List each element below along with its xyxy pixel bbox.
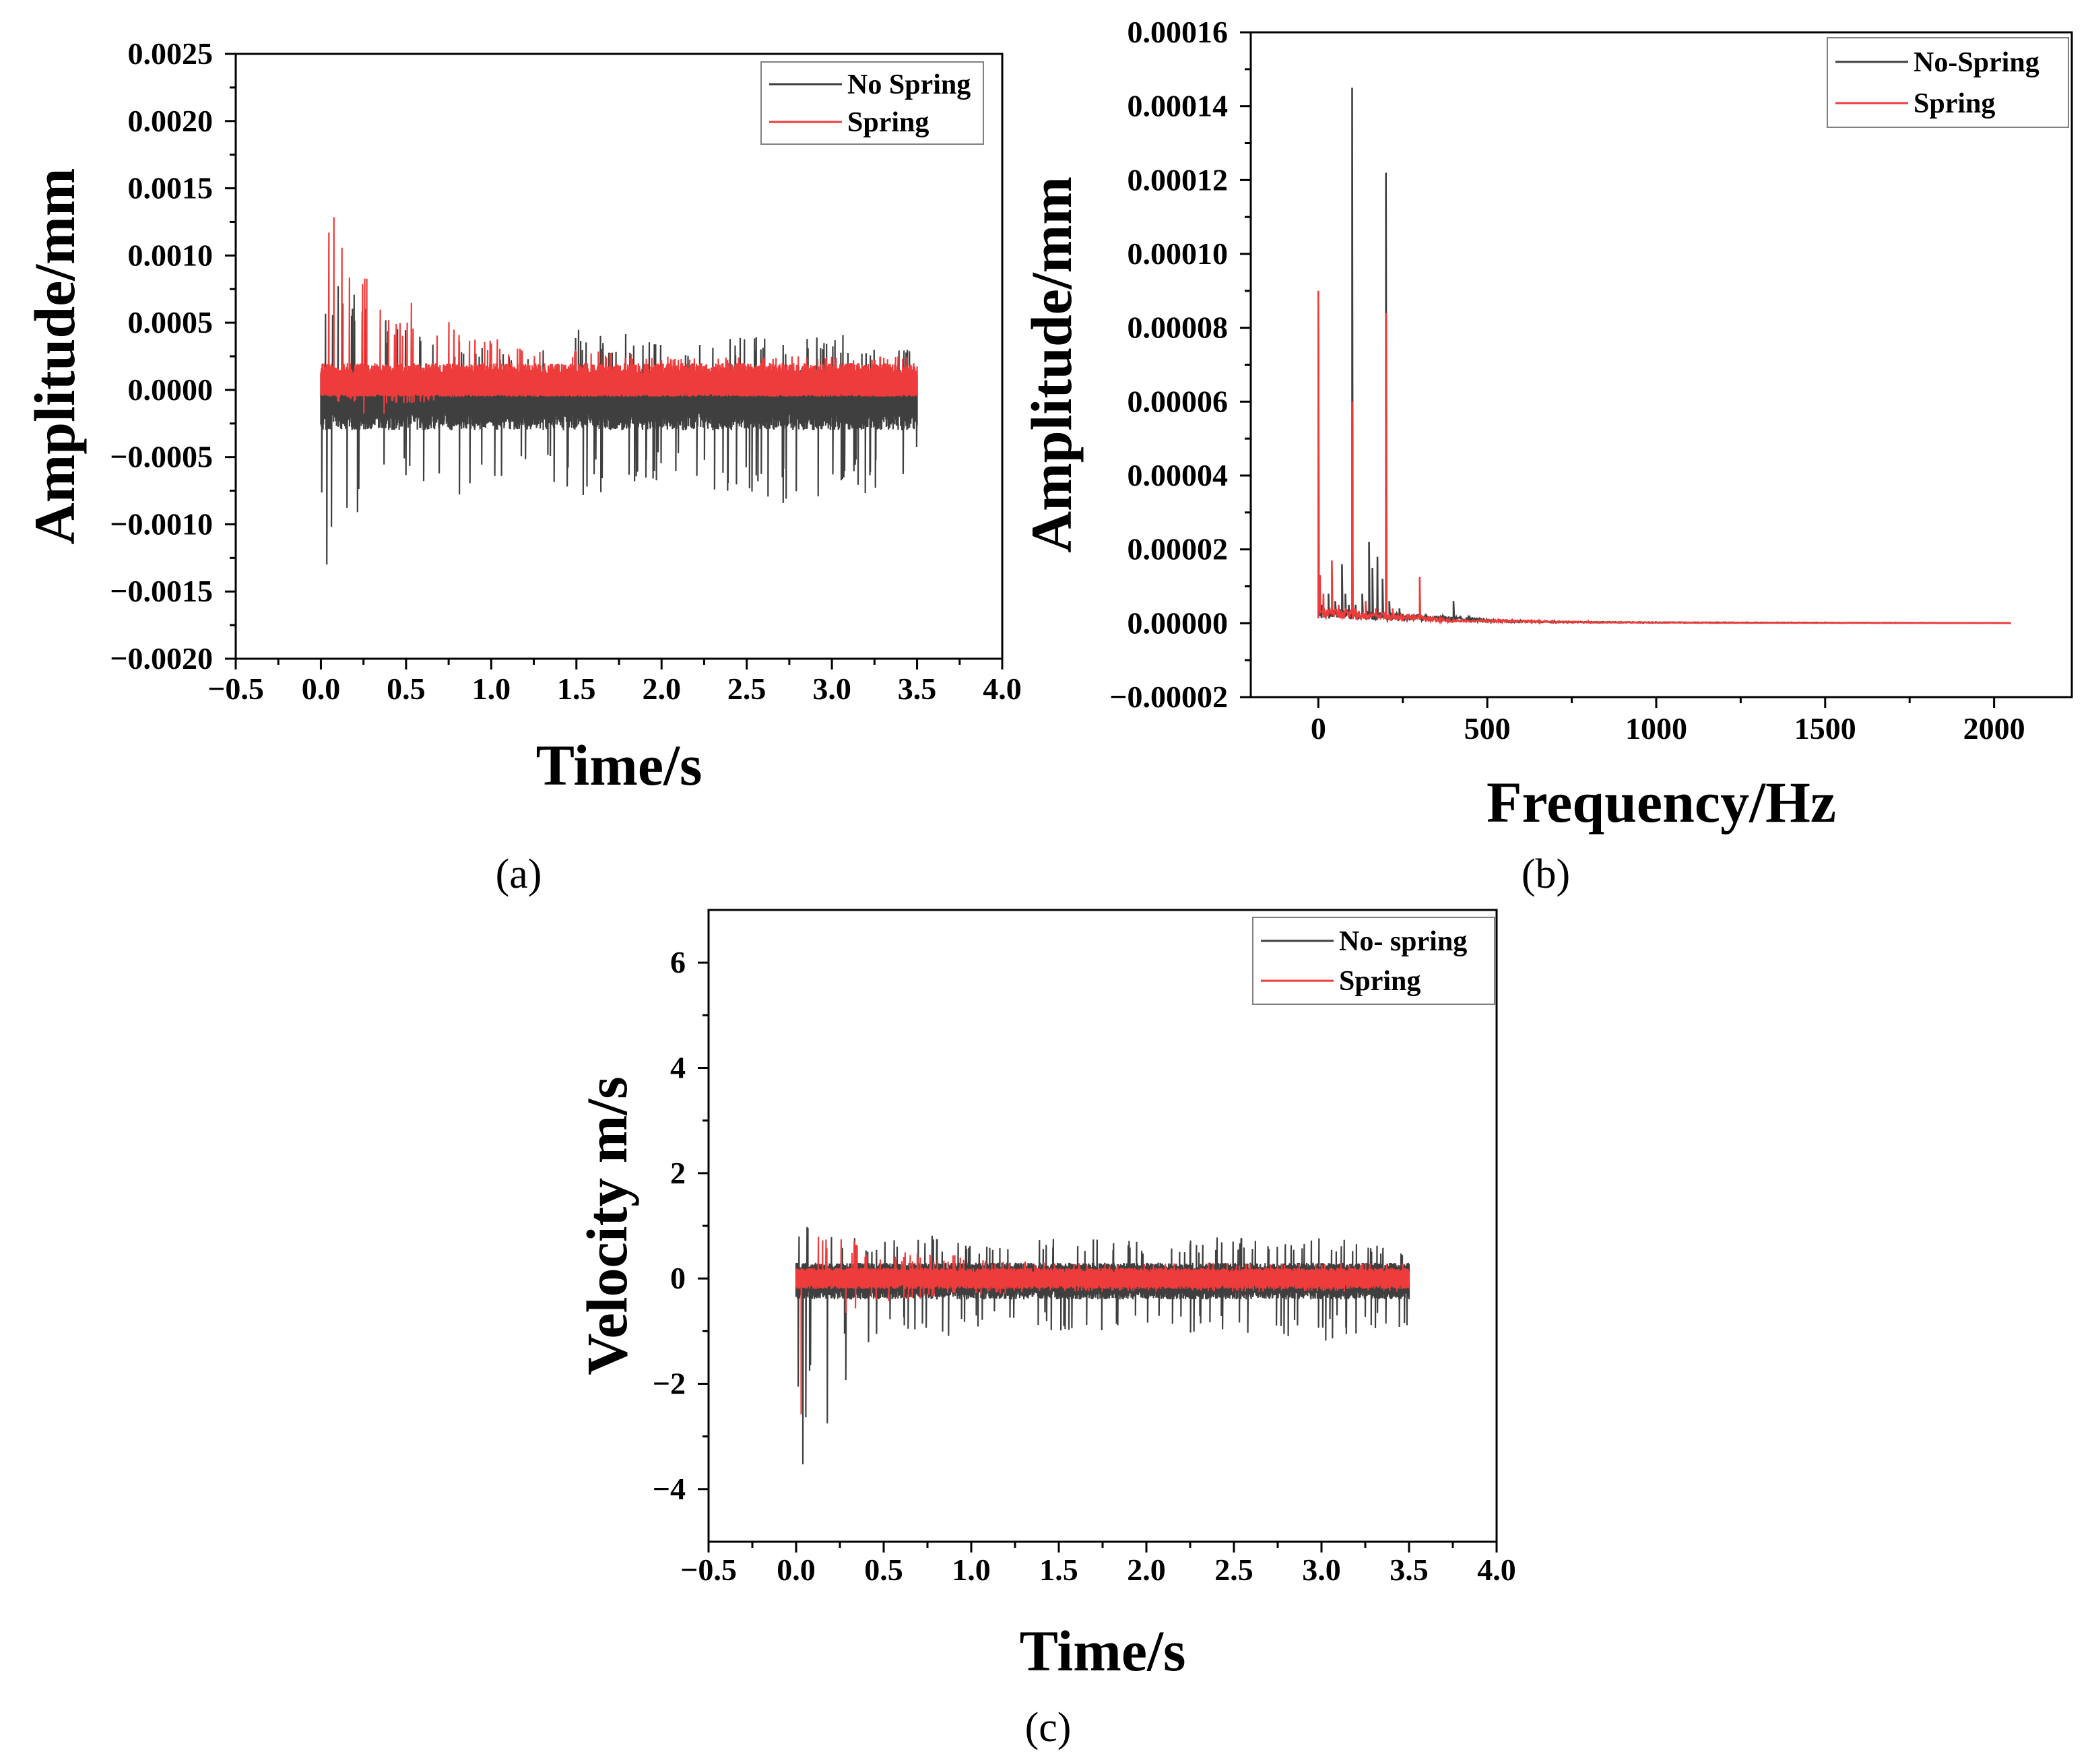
y-tick-label: 6 bbox=[670, 945, 686, 979]
y-tick-label: 0.0010 bbox=[128, 238, 214, 272]
y-tick-label: 4 bbox=[670, 1051, 686, 1085]
y-tick-label: 0.00006 bbox=[1128, 384, 1229, 418]
y-tick-label: 0.00014 bbox=[1128, 89, 1229, 123]
legend: No Spring Spring bbox=[760, 61, 984, 145]
y-tick-label: −0.0020 bbox=[110, 641, 213, 676]
x-tick-label: 0.0 bbox=[302, 672, 341, 706]
y-tick-label: 0.0000 bbox=[128, 372, 214, 407]
legend-box bbox=[1827, 37, 2069, 128]
y-tick-label: 0.0025 bbox=[128, 36, 214, 71]
series-spring-line bbox=[795, 1237, 1410, 1414]
y-tick-label: 0.00012 bbox=[1128, 162, 1229, 197]
legend-label: No Spring bbox=[847, 69, 971, 100]
y-tick-label: 0.00000 bbox=[1128, 606, 1229, 640]
series-no-spring-line bbox=[1317, 88, 2011, 625]
x-axis-title: Frequency/Hz bbox=[1487, 770, 1836, 835]
legend-box bbox=[1252, 917, 1495, 1005]
plot-frame bbox=[1249, 31, 2073, 698]
chart-panel-a: −0.5 0.0 0.5 1.0 1.5 2.0 2.5 3.0 3.5 4.0 −0.0020 −0… bbox=[22, 36, 1022, 897]
x-tick-label: 2.5 bbox=[1214, 1553, 1253, 1587]
y-tick-label: 0.00002 bbox=[1128, 532, 1229, 566]
x-tick-label: 2000 bbox=[1963, 711, 2025, 746]
legend-label: Spring bbox=[1914, 88, 1995, 119]
y-tick-label: 0.0020 bbox=[128, 104, 214, 138]
x-tick-label: 1.0 bbox=[472, 672, 511, 706]
legend: No- spring Spring bbox=[1252, 917, 1495, 1005]
x-tick-label: 1500 bbox=[1794, 711, 1856, 746]
x-tick-label: −0.5 bbox=[207, 672, 264, 706]
y-tick-label: 0.00016 bbox=[1128, 15, 1229, 49]
x-tick-label: 4.0 bbox=[1477, 1553, 1516, 1587]
legend-label: No-Spring bbox=[1914, 47, 2039, 78]
legend-box bbox=[760, 61, 984, 145]
x-tick-label: 3.5 bbox=[1390, 1553, 1429, 1587]
x-tick-label: 3.5 bbox=[898, 672, 937, 706]
panel-label: (a) bbox=[496, 851, 542, 897]
legend: No-Spring Spring bbox=[1827, 37, 2069, 128]
x-tick-label: 2.0 bbox=[642, 672, 681, 706]
x-tick-label: 1000 bbox=[1625, 711, 1687, 746]
legend-label: No- spring bbox=[1339, 926, 1467, 957]
chart-panel-b: 0 500 1000 1500 2000 −0.00002 0.00000 0.00002 0.… bbox=[1019, 15, 2073, 897]
plot-area bbox=[320, 217, 918, 565]
y-axis-title: Velocity m/s bbox=[575, 1076, 639, 1375]
x-tick-label: 500 bbox=[1464, 711, 1511, 746]
y-tick-label: 0.00008 bbox=[1128, 311, 1229, 345]
x-tick-label: 3.0 bbox=[812, 672, 851, 706]
x-tick-label: 0.5 bbox=[864, 1553, 903, 1587]
y-tick-label: −0.0005 bbox=[110, 440, 213, 474]
plot-area bbox=[795, 1227, 1410, 1465]
x-tick-label: 0.0 bbox=[777, 1553, 816, 1587]
panel-label: (c) bbox=[1025, 1705, 1072, 1751]
x-tick-label: 4.0 bbox=[983, 672, 1022, 706]
y-tick-label: 2 bbox=[670, 1156, 686, 1190]
series-no--spring-line bbox=[795, 1227, 1410, 1465]
y-tick-label: 0.0015 bbox=[128, 171, 214, 205]
panel-label: (b) bbox=[1522, 851, 1570, 897]
x-tick-label: 3.0 bbox=[1302, 1553, 1341, 1587]
y-tick-label: −0.00002 bbox=[1109, 680, 1228, 714]
x-tick-label: 0.5 bbox=[387, 672, 426, 706]
plot-area bbox=[1317, 88, 2011, 625]
x-tick-label: −0.5 bbox=[680, 1553, 737, 1587]
y-axis-title: Amplitude/mm bbox=[22, 168, 87, 545]
series-spring-line bbox=[1317, 290, 2011, 625]
series-spring-line bbox=[320, 217, 918, 414]
x-tick-label: 1.0 bbox=[952, 1553, 991, 1587]
legend-label: Spring bbox=[847, 107, 929, 138]
y-tick-label: 0.00010 bbox=[1128, 236, 1229, 271]
x-tick-label: 1.5 bbox=[557, 672, 596, 706]
x-tick-label: 2.5 bbox=[727, 672, 766, 706]
y-tick-label: −0.0010 bbox=[110, 507, 213, 541]
x-tick-label: 2.0 bbox=[1127, 1553, 1166, 1587]
y-tick-label: −4 bbox=[653, 1472, 686, 1506]
y-tick-label: 0 bbox=[670, 1261, 686, 1295]
x-axis-title: Time/s bbox=[1020, 1619, 1186, 1683]
y-tick-label: −2 bbox=[653, 1367, 686, 1401]
y-tick-label: 0.00004 bbox=[1128, 458, 1229, 492]
y-axis-title: Amplitude/mm bbox=[1019, 176, 1084, 553]
series-no-spring-line bbox=[320, 286, 918, 565]
y-tick-label: −0.0015 bbox=[110, 574, 213, 608]
x-tick-label: 0 bbox=[1311, 711, 1326, 746]
x-axis-title: Time/s bbox=[536, 733, 703, 797]
chart-panel-c: −0.5 0.0 0.5 1.0 1.5 2.0 2.5 3.0 3.5 4.0 −4 −2 0 2 4 6 T… bbox=[575, 909, 1516, 1751]
x-tick-label: 1.5 bbox=[1039, 1553, 1078, 1587]
y-tick-label: 0.0005 bbox=[128, 305, 214, 339]
legend-label: Spring bbox=[1339, 966, 1420, 997]
